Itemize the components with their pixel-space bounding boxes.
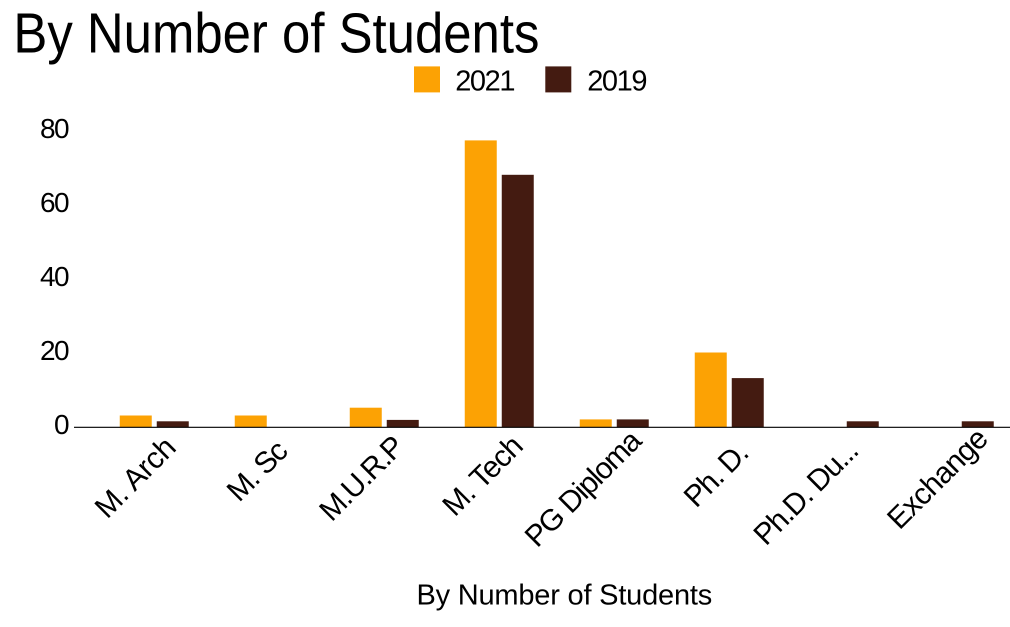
svg-text:80: 80 [40,113,69,144]
svg-text:2019: 2019 [587,66,646,98]
svg-text:By Number of Students: By Number of Students [416,580,712,612]
svg-text:By Number of Students: By Number of Students [13,2,539,65]
svg-text:2021: 2021 [455,66,514,98]
svg-text:60: 60 [40,187,69,218]
svg-text:0: 0 [54,409,69,440]
svg-text:40: 40 [40,261,69,292]
svg-text:20: 20 [40,335,69,366]
